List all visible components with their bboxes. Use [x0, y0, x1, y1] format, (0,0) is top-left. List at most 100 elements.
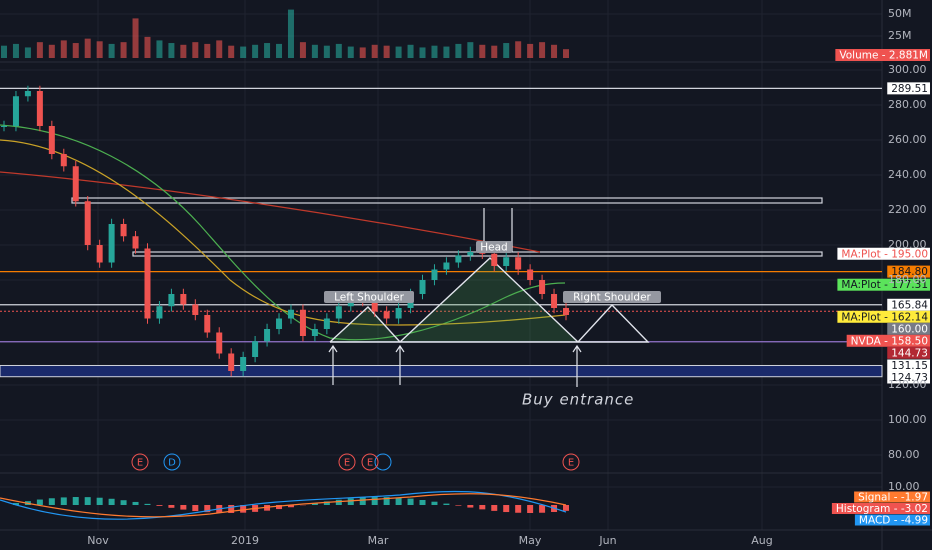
macd-histogram: [36, 499, 43, 505]
candle: [120, 224, 127, 237]
price-tag-label: MA:Plot - 195.00: [841, 248, 928, 260]
volume-bar: [371, 44, 378, 58]
volume-bar: [276, 43, 283, 58]
event-marker: [131, 453, 149, 471]
candle: [299, 309, 306, 336]
price-tick-label: 220.00: [888, 203, 927, 216]
macd-tag: [854, 514, 930, 526]
macd-tick-label: 10.00: [888, 480, 920, 493]
candle: [383, 311, 390, 319]
macd-histogram: [515, 505, 522, 513]
volume-bar: [431, 45, 438, 58]
candle: [419, 280, 426, 294]
price-tag: [887, 265, 930, 278]
event-marker: [562, 453, 580, 471]
price-tick-label: 120.00: [888, 378, 927, 391]
moving-average-200: [0, 171, 541, 253]
macd-histogram: [323, 501, 330, 505]
volume-bar: [168, 43, 175, 58]
candle: [323, 318, 330, 329]
arrow: [395, 344, 405, 385]
arrow: [572, 344, 582, 387]
macd-histogram: [383, 497, 390, 505]
price-tag-label: 144.73: [891, 347, 928, 359]
volume-bar: [383, 45, 390, 58]
macd-histogram: [48, 498, 55, 505]
event-letter: E: [568, 458, 574, 469]
price-tick-label: 80.00: [888, 448, 920, 461]
volume-bar: [180, 44, 187, 58]
volume-bar: [264, 43, 271, 58]
candle: [72, 166, 79, 202]
candle: [491, 253, 498, 266]
candle: [503, 257, 510, 266]
macd-histogram: [407, 498, 414, 505]
price-tag-label: 131.15: [891, 360, 928, 372]
macd-histogram: [132, 501, 139, 505]
volume-bar: [419, 47, 426, 58]
time-label: Aug: [751, 534, 772, 547]
volume-bar: [563, 49, 569, 58]
volume-bar: [84, 38, 91, 58]
volume-bar: [335, 43, 342, 58]
price-tag: [837, 278, 930, 291]
macd-histogram: [240, 505, 247, 513]
candle: [24, 91, 31, 97]
macd-histogram: [276, 505, 283, 510]
candle: [551, 294, 558, 308]
candle: [156, 306, 163, 319]
volume-bar: [323, 45, 330, 58]
macd-pane: [0, 490, 569, 520]
macd-histogram: [347, 498, 354, 505]
event-letter: E: [137, 458, 143, 469]
candle: [276, 318, 283, 329]
volume-bar: [132, 18, 139, 58]
candle: [192, 304, 199, 315]
volume-bars: [1, 9, 569, 59]
price-tick-label: 200.00: [888, 238, 927, 251]
macd-histogram: [144, 503, 151, 505]
macd-histogram: [539, 505, 546, 513]
price-tag: [887, 346, 930, 359]
volume-bar: [156, 40, 163, 58]
macd-histogram: [120, 500, 127, 505]
macd-histogram: [12, 503, 19, 505]
candle: [335, 306, 342, 319]
macd-histogram: [503, 505, 510, 513]
candle: [252, 341, 259, 357]
volume-bar: [252, 44, 259, 58]
candle: [108, 224, 115, 263]
volume-bar: [48, 44, 55, 58]
macd-histogram: [467, 505, 474, 508]
macd-histogram: [491, 505, 498, 511]
volume-bar: [395, 46, 402, 58]
left-shoulder-label: Left Shoulder: [334, 292, 405, 304]
macd-tag-label: Histogram - -3.02: [836, 503, 928, 515]
volume-bar: [240, 46, 247, 58]
volume-bar: [108, 43, 115, 58]
macd-histogram: [431, 501, 438, 505]
candle: [228, 353, 235, 371]
candle: [563, 308, 569, 315]
volume-bar: [503, 43, 510, 58]
macd-histogram: [359, 497, 366, 505]
candle: [431, 269, 438, 280]
candle: [60, 154, 67, 167]
volume-bar: [299, 42, 306, 58]
price-tag-label: MA:Plot - 162.14: [841, 311, 928, 323]
macd-histogram: [287, 505, 294, 508]
macd-histogram: [443, 503, 450, 505]
volume-bar: [192, 42, 199, 58]
price-tick-label: 100.00: [888, 413, 927, 426]
volume-bar: [204, 43, 211, 58]
time-label: 2019: [231, 534, 259, 547]
price-tag: [887, 298, 930, 311]
price-tick-label: 240.00: [888, 168, 927, 181]
price-tag-label: 184.80: [891, 266, 928, 278]
volume-bar: [1, 45, 7, 58]
macd-histogram: [168, 505, 175, 508]
candle: [132, 236, 139, 249]
macd-line: [0, 490, 567, 520]
signal-line: [0, 493, 567, 518]
volume-bar: [228, 45, 235, 58]
